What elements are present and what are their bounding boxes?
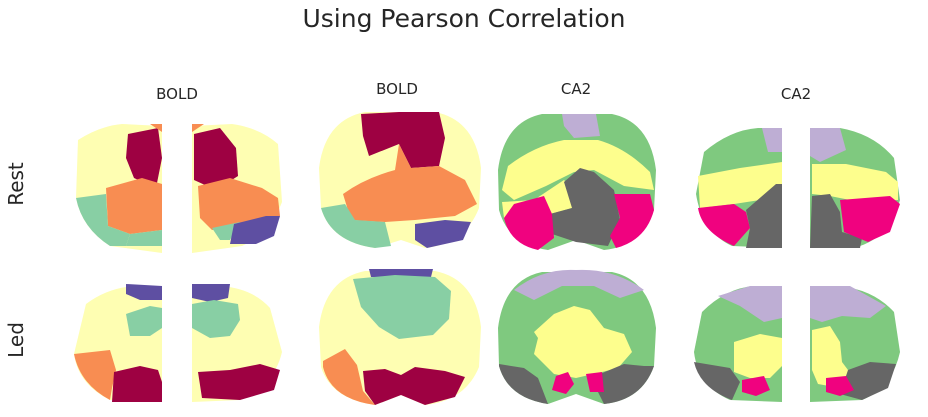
left-hemisphere [696, 128, 782, 248]
figure-title: Using Pearson Correlation [302, 4, 626, 33]
parcellation-map-ca2-rest-split [696, 128, 900, 248]
parcellation-map-ca2-rest-whole [498, 114, 656, 250]
column-label-ca2-2: CA2 [780, 85, 812, 103]
parcellation-map-bold-rest-whole [319, 112, 481, 248]
parcellation-map-bold-rest-split [76, 124, 282, 253]
left-hemisphere [76, 124, 162, 253]
column-label-bold-2: BOLD [376, 80, 418, 98]
parcellation-map-ca2-led-split [694, 286, 900, 402]
right-hemisphere [810, 286, 900, 402]
column-label-ca2-1: CA2 [560, 80, 592, 98]
parcellation-map-bold-led-whole [319, 269, 481, 405]
column-label-bold-1: BOLD [156, 85, 198, 103]
right-hemisphere [192, 284, 282, 402]
left-hemisphere [74, 284, 162, 402]
row-label-rest: Rest [4, 162, 28, 206]
right-hemisphere [192, 124, 282, 253]
row-label-led: Led [4, 322, 28, 358]
parcellation-map-ca2-led-whole [498, 269, 656, 404]
left-hemisphere [694, 286, 782, 402]
parcellation-map-bold-led-split [74, 284, 282, 402]
right-hemisphere [810, 128, 900, 248]
